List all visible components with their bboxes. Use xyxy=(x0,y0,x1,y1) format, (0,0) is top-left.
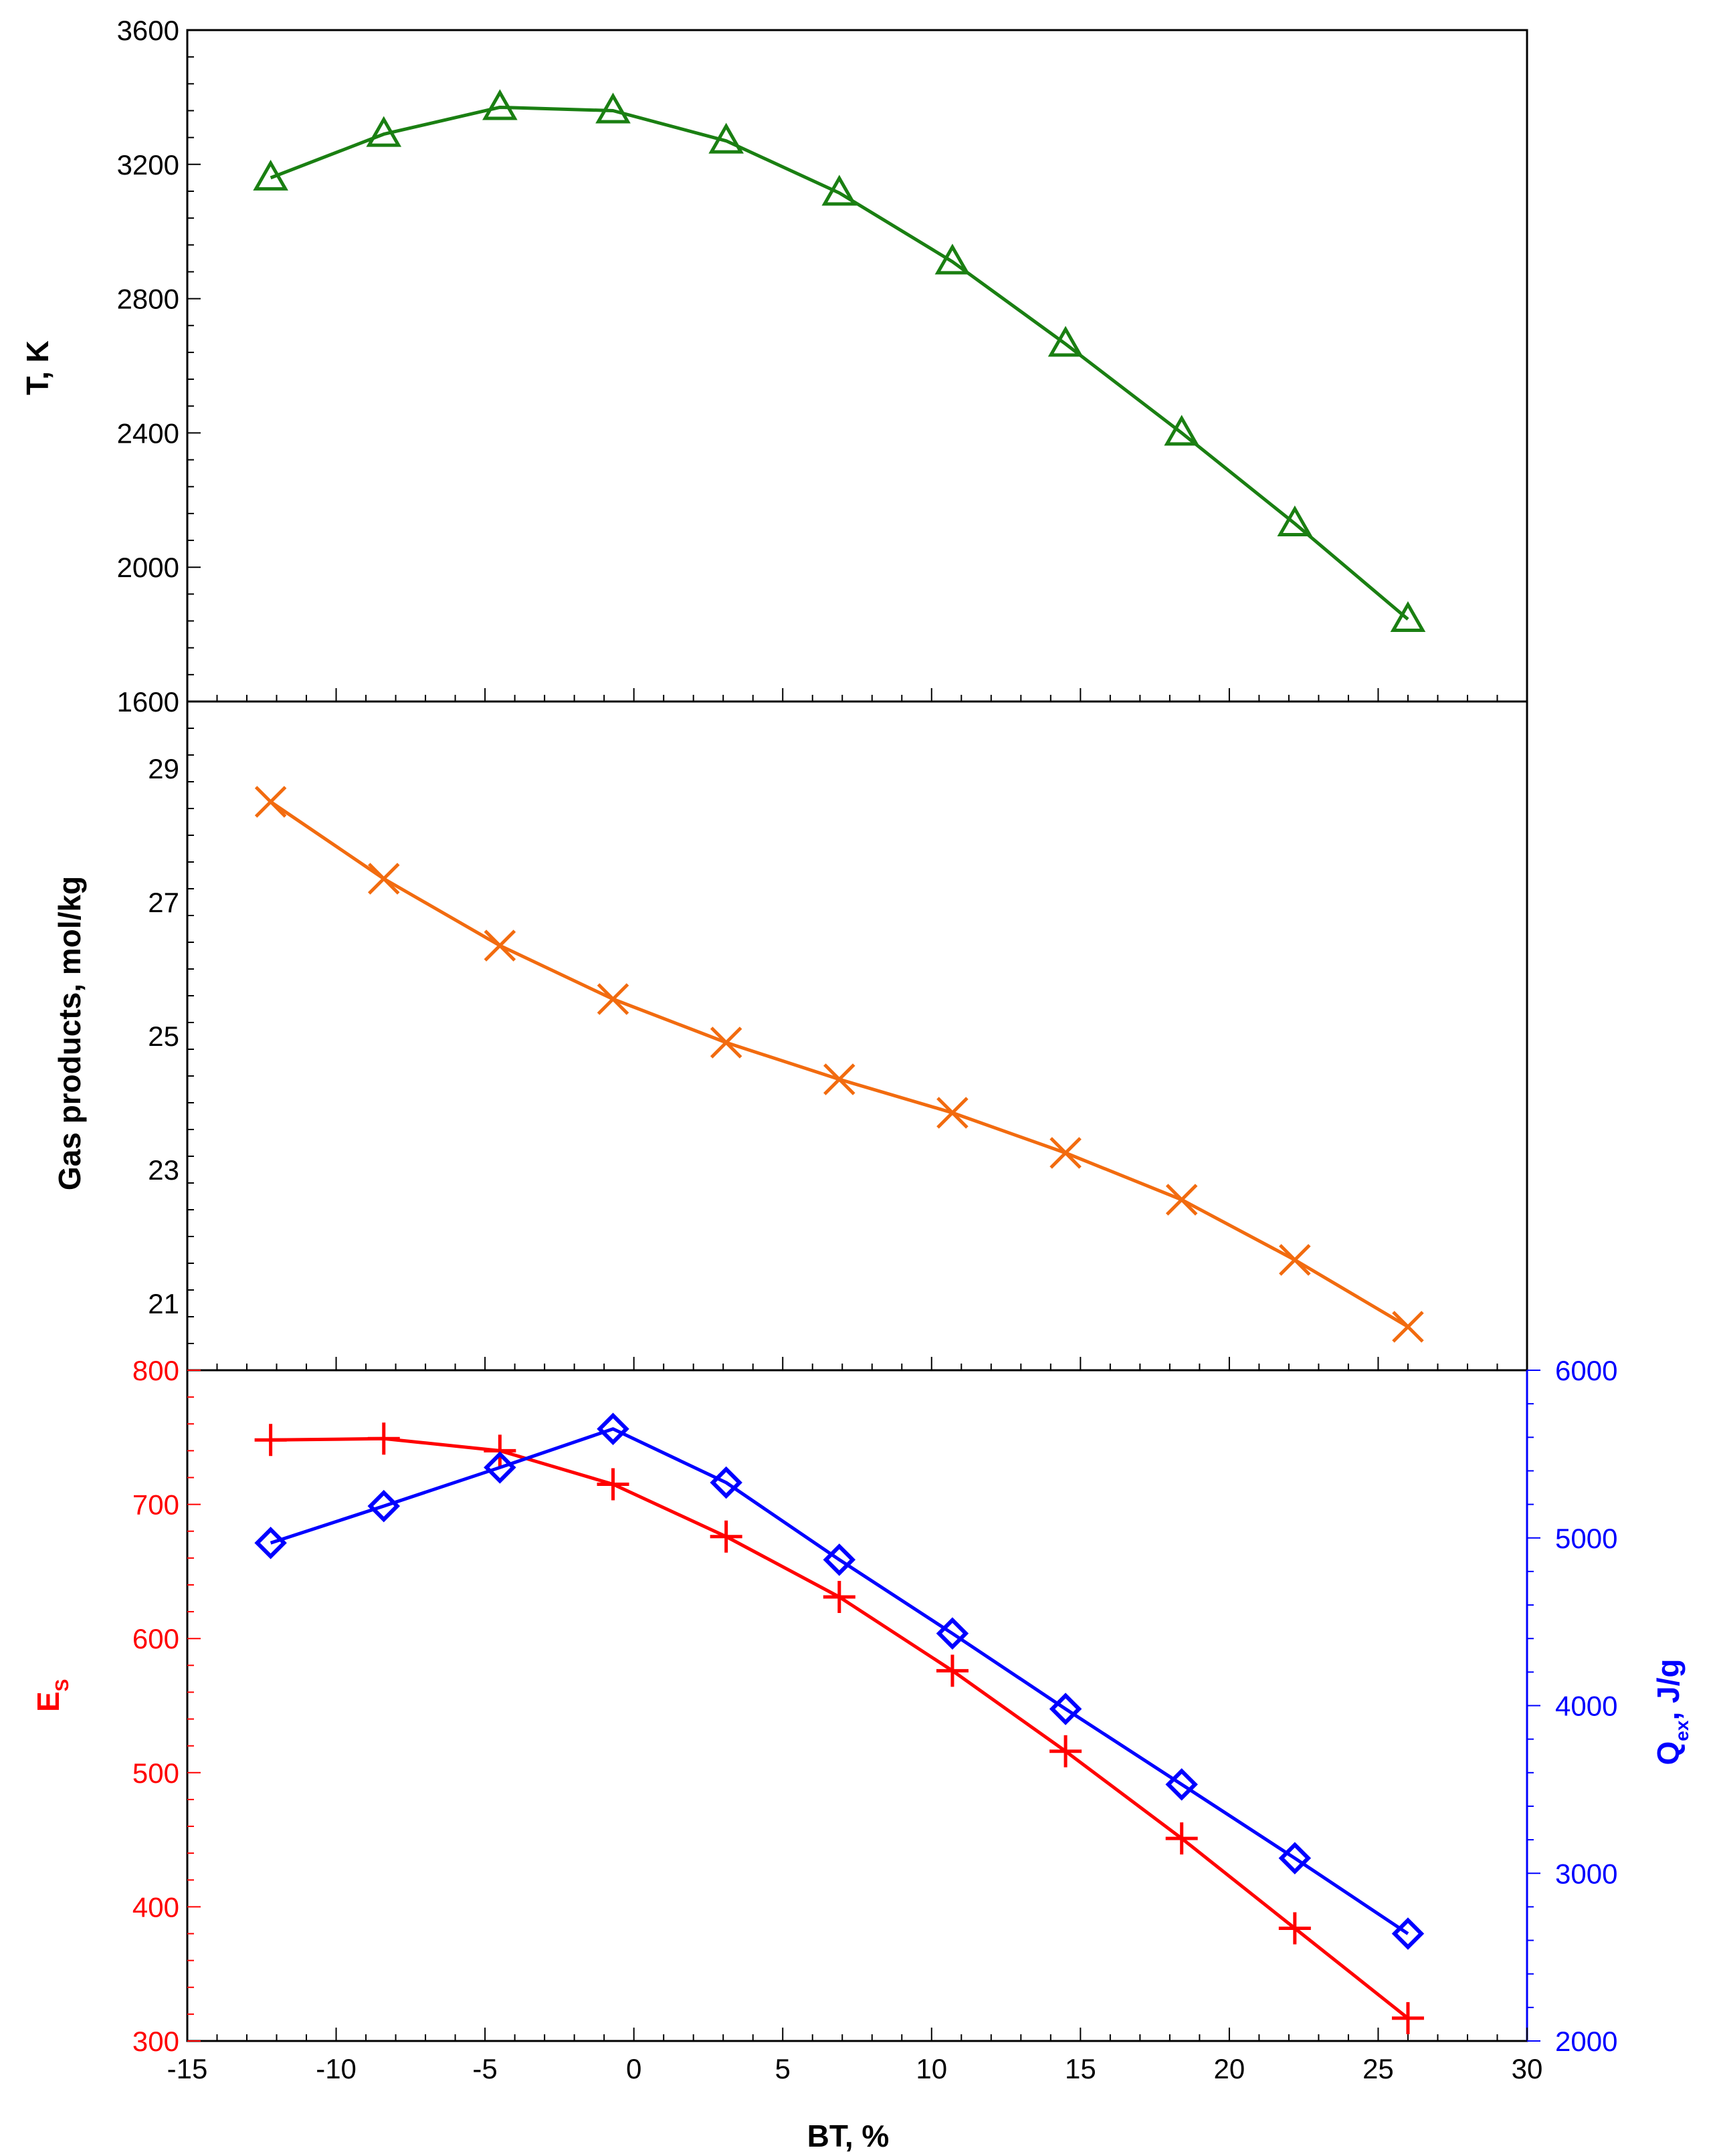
y-tick-label-left: 2800 xyxy=(117,284,179,315)
bottom-left-y-axis-title: ES xyxy=(31,1679,72,1712)
qex-series-point xyxy=(1165,1768,1198,1801)
axis-ticks xyxy=(187,29,1540,2042)
qex-series-point xyxy=(710,1466,742,1499)
es-series-point xyxy=(484,1434,516,1467)
x-tick-label: 10 xyxy=(916,2053,947,2084)
data-series xyxy=(253,89,1426,2034)
plot-frames xyxy=(186,29,1528,2042)
bottom-right-y-axis-title: Qex, J/g xyxy=(1651,1659,1692,1765)
es-label-sub: S xyxy=(52,1679,72,1692)
temperature-series-point xyxy=(708,122,744,154)
qex-label-tail: , J/g xyxy=(1651,1659,1686,1721)
temperature-series-point xyxy=(1277,505,1313,536)
es-series-point xyxy=(1049,1735,1082,1767)
temperature-series-point xyxy=(253,159,288,191)
temperature-series-point xyxy=(1390,601,1426,633)
x-tick-label: 0 xyxy=(626,2053,641,2084)
y-tick-label-left: 2400 xyxy=(117,417,179,449)
y-tick-label-left: 700 xyxy=(132,1489,179,1521)
temperature-series-point xyxy=(1164,415,1199,446)
es-series-point xyxy=(1165,1822,1198,1855)
y-tick-label-right: 6000 xyxy=(1555,1355,1617,1386)
y-tick-label-left: 400 xyxy=(132,1891,179,1923)
qex-label-main: Q xyxy=(1651,1741,1686,1765)
temperature-series-point xyxy=(482,89,518,120)
gas-products-series-point xyxy=(254,786,287,818)
y-tick-label-left: 29 xyxy=(148,753,179,784)
top-y-axis-title: T, K xyxy=(20,340,55,395)
y-tick-label-left: 800 xyxy=(132,1355,179,1386)
x-tick-label: -15 xyxy=(167,2053,208,2084)
qex-series-point xyxy=(484,1451,516,1484)
y-tick-label-left: 21 xyxy=(148,1288,179,1319)
es-label-main: E xyxy=(31,1691,66,1712)
es-series-point xyxy=(1278,1912,1311,1945)
temperature-series-point xyxy=(595,92,631,124)
qex-series-point xyxy=(1278,1842,1312,1874)
es-series-point xyxy=(710,1520,742,1553)
qex-series-point xyxy=(1391,1917,1425,1950)
qex-series-point xyxy=(367,1489,401,1523)
qex-series-point xyxy=(936,1617,969,1650)
qex-series-point xyxy=(1049,1693,1082,1725)
panel-frame-3 xyxy=(186,1369,1528,2042)
es-series-point xyxy=(936,1654,969,1687)
temperature-series-point xyxy=(821,175,857,206)
temperature-series-line xyxy=(270,105,1409,621)
x-tick-label: 20 xyxy=(1214,2053,1245,2084)
qex-series-point xyxy=(823,1543,856,1576)
y-tick-label-left: 2000 xyxy=(117,552,179,583)
tick-labels: -15 -10 -5 0 5 10 15 20 25 30 1600 2000 2400 2800 3200… xyxy=(117,15,1618,2084)
panel-frame-1 xyxy=(186,29,1528,703)
temperature-series-point xyxy=(1047,326,1084,357)
gas-products-series-point xyxy=(1165,1184,1198,1216)
qex-series-line xyxy=(270,1427,1409,1935)
temperature-series-point xyxy=(366,116,402,147)
y-tick-label-right: 2000 xyxy=(1555,2026,1617,2057)
y-tick-label-right: 4000 xyxy=(1555,1691,1617,1722)
y-tick-label-right: 5000 xyxy=(1555,1523,1617,1554)
es-series-point xyxy=(254,1424,287,1457)
es-series-point xyxy=(597,1468,629,1501)
y-tick-label-left: 300 xyxy=(132,2026,179,2057)
gas-products-series-point xyxy=(936,1097,969,1129)
y-tick-label-left: 27 xyxy=(148,887,179,918)
middle-y-axis-title: Gas products, mol/kg xyxy=(52,876,87,1190)
x-tick-label: 5 xyxy=(775,2053,791,2084)
es-series-point xyxy=(367,1422,400,1455)
y-tick-label-left: 500 xyxy=(132,1757,179,1789)
qex-label-sub: ex xyxy=(1672,1720,1692,1741)
y-tick-label-left: 3200 xyxy=(117,149,179,181)
y-tick-label-left: 23 xyxy=(148,1154,179,1186)
temperature-series-point xyxy=(934,243,971,275)
gas-products-series-point xyxy=(1392,1311,1424,1343)
x-tick-label: 15 xyxy=(1065,2053,1096,2084)
y-tick-label-left: 600 xyxy=(132,1623,179,1654)
gas-products-series-point xyxy=(823,1063,855,1095)
y-tick-label-left: 3600 xyxy=(117,15,179,46)
es-series-point xyxy=(1391,2002,1424,2034)
panel-frame-2 xyxy=(186,700,1528,1372)
x-axis-title: BT, % xyxy=(807,2119,890,2153)
x-tick-label: 25 xyxy=(1362,2053,1394,2084)
qex-series-point xyxy=(254,1527,287,1559)
x-tick-label: 30 xyxy=(1512,2053,1543,2084)
es-series-point xyxy=(823,1581,855,1614)
es-series-line xyxy=(270,1436,1409,2020)
y-tick-label-left: 1600 xyxy=(117,686,179,718)
y-tick-label-left: 25 xyxy=(148,1020,179,1052)
gas-products-series-line xyxy=(270,800,1409,1329)
gas-products-series-point xyxy=(597,983,629,1015)
gas-products-series-point xyxy=(1279,1244,1311,1276)
x-tick-label: -5 xyxy=(472,2053,497,2084)
y-tick-label-right: 3000 xyxy=(1555,1858,1617,1889)
x-tick-label: -10 xyxy=(316,2053,357,2084)
gas-products-series-point xyxy=(484,930,516,962)
qex-series-point xyxy=(597,1412,629,1446)
gas-products-series-point xyxy=(1049,1137,1082,1169)
gas-products-series-point xyxy=(368,863,400,895)
gas-products-series-point xyxy=(710,1027,742,1059)
